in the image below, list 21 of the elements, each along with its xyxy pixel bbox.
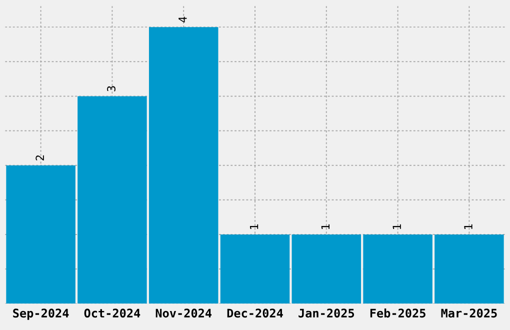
bar bbox=[78, 96, 147, 304]
bar bbox=[363, 234, 432, 304]
bar bbox=[434, 234, 504, 304]
data-label: 1 bbox=[321, 224, 330, 229]
bar bbox=[292, 234, 362, 304]
bar bbox=[220, 234, 290, 304]
bar bbox=[148, 27, 218, 304]
data-label: 1 bbox=[392, 224, 401, 229]
data-label: 1 bbox=[250, 224, 258, 229]
x-tick-label: Mar-2025 bbox=[441, 308, 497, 318]
x-tick-label: Nov-2024 bbox=[156, 308, 212, 318]
data-label: 2 bbox=[36, 155, 44, 160]
x-tick-label: Sep-2024 bbox=[13, 308, 69, 320]
x-tick-label: Feb-2025 bbox=[370, 308, 426, 318]
x-tick-label: Dec-2024 bbox=[227, 308, 283, 318]
bar bbox=[6, 165, 76, 304]
data-label: 3 bbox=[107, 86, 116, 92]
data-label: 4 bbox=[178, 16, 187, 22]
x-tick-label: Oct-2024 bbox=[84, 308, 140, 318]
data-label: 1 bbox=[464, 224, 472, 229]
x-tick-label: Jan-2025 bbox=[298, 308, 354, 318]
